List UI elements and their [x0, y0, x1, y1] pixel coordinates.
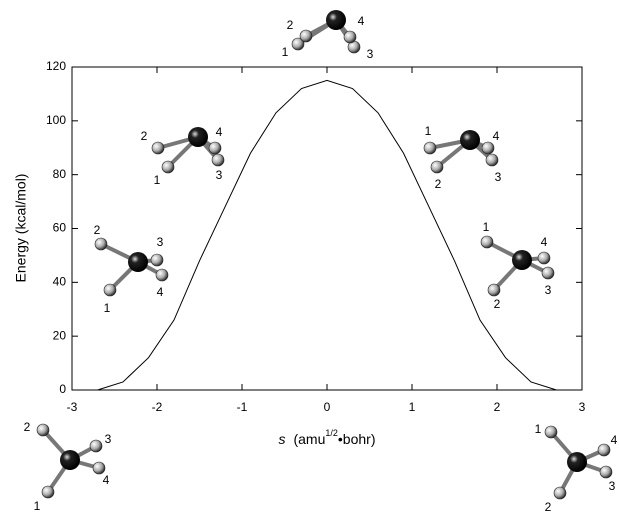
atom-label: 1: [282, 45, 289, 59]
atom-h: [600, 466, 612, 478]
atom-center: [188, 127, 208, 147]
atom-label: 3: [157, 235, 164, 249]
x-label-var: s: [278, 431, 285, 447]
x-tick-label: -2: [152, 400, 163, 414]
atom-center: [128, 252, 148, 272]
atom-label: 2: [24, 420, 31, 434]
chart: Energy (kcal/mol) s (amu1/2•bohr) -3 -2 -1 0…: [0, 0, 619, 512]
atom-label: 3: [105, 432, 112, 446]
atom-center: [60, 450, 80, 470]
x-tick-label: 1: [409, 400, 416, 414]
atom-h: [424, 142, 436, 154]
atom-h: [152, 142, 164, 154]
atom-h: [209, 142, 221, 154]
atom-label: 4: [216, 125, 223, 139]
atom-label: 4: [541, 235, 548, 249]
atom-label: 4: [157, 285, 164, 299]
atom-h: [162, 161, 174, 173]
atom-h: [344, 31, 356, 43]
atom-h: [90, 440, 102, 452]
x-label-sup: 1/2: [325, 428, 338, 438]
atom-label: 3: [609, 479, 616, 493]
atom-h: [156, 269, 168, 281]
x-tick-label: 3: [579, 400, 586, 414]
x-tick-label: 0: [324, 400, 331, 414]
atom-center: [326, 10, 346, 30]
atom-label: 4: [611, 433, 618, 447]
atom-h: [37, 424, 49, 436]
atom-h: [431, 161, 443, 173]
atom-h: [538, 252, 550, 264]
atom-label: 4: [103, 473, 110, 487]
x-tick-label: -1: [237, 400, 248, 414]
atom-label: 4: [493, 129, 500, 143]
x-label-unit: (amu: [293, 431, 325, 447]
y-tick-label: 120: [46, 59, 66, 73]
atom-h: [104, 284, 116, 296]
atom-label: 1: [483, 220, 490, 234]
atom-h: [42, 486, 54, 498]
atom-center: [512, 250, 532, 270]
atom-label: 2: [141, 129, 148, 143]
y-tick-label: 100: [46, 113, 66, 127]
y-tick-label: 80: [53, 167, 67, 181]
atom-h: [95, 238, 107, 250]
plot-frame: [72, 67, 582, 390]
atom-label: 4: [358, 14, 365, 28]
atom-h: [545, 426, 557, 438]
atom-center: [567, 452, 587, 472]
x-axis-label: s (amu1/2•bohr): [278, 428, 375, 446]
atom-h: [481, 236, 493, 248]
x-tick-label: -3: [67, 400, 78, 414]
y-tick-label: 60: [53, 221, 67, 235]
atom-label: 1: [425, 124, 432, 138]
atom-h: [151, 254, 163, 266]
atom-h: [486, 154, 498, 166]
x-label-unit-end: •bohr): [338, 431, 376, 447]
y-tick-label: 0: [59, 382, 66, 396]
atom-h: [488, 284, 500, 296]
atom-h: [482, 142, 494, 154]
atom-label: 2: [94, 223, 101, 237]
atom-h: [212, 154, 224, 166]
y-tick-label: 20: [53, 328, 67, 342]
atom-h: [542, 267, 554, 279]
atom-label: 2: [494, 297, 501, 311]
atom-center: [460, 130, 480, 150]
atom-label: 1: [154, 173, 161, 187]
energy-curve: [98, 80, 557, 390]
atom-label: 2: [545, 500, 552, 512]
atom-label: 2: [435, 177, 442, 191]
y-tick-label: 40: [53, 275, 67, 289]
atom-label: 3: [367, 47, 374, 61]
y-axis-label: Energy (kcal/mol): [13, 174, 29, 283]
atom-label: 3: [545, 283, 552, 297]
atom-label: 1: [535, 422, 542, 436]
atom-h: [554, 487, 566, 499]
atom-label: 2: [287, 18, 294, 32]
atom-h: [598, 444, 610, 456]
x-tick-label: 2: [494, 400, 501, 414]
atom-h: [300, 30, 312, 42]
atom-label: 1: [34, 499, 41, 512]
atom-label: 3: [495, 170, 502, 184]
atom-label: 3: [216, 168, 223, 182]
atom-label: 1: [104, 301, 111, 315]
